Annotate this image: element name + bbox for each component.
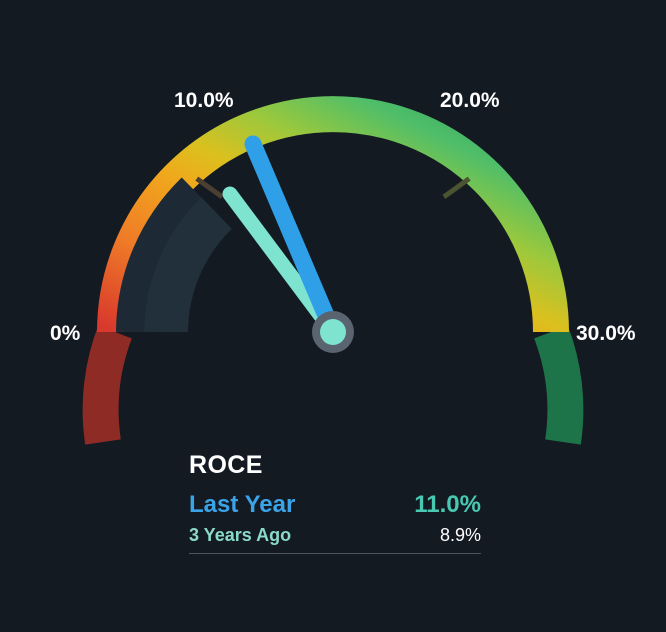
gauge-inner-band-outer: [144, 197, 233, 333]
gauge-arc-tail-left: [82, 325, 132, 445]
legend-value-last-year: 11.0%: [414, 491, 481, 518]
legend-label-three-years-ago: 3 Years Ago: [189, 525, 292, 545]
gauge-tick-label-0: 0%: [50, 322, 81, 345]
gauge-tick-20: [442, 176, 471, 199]
legend-label-last-year: Last Year: [189, 491, 296, 518]
gauge-tick-label-30: 30.0%: [576, 322, 636, 345]
legend-title: ROCE: [189, 451, 263, 479]
gauge-arc-tail-right: [534, 325, 584, 445]
gauge-inner-band-inner: [116, 177, 202, 333]
gauge-tick-label-20: 20.0%: [440, 89, 500, 112]
gauge-legend: ROCE Last Year 11.0% 3 Years Ago 8.9%: [189, 450, 481, 554]
legend-value-three-years-ago: 8.9%: [439, 525, 481, 545]
gauge-arc-main: [97, 96, 569, 333]
gauge-tick-label-10: 10.0%: [174, 89, 234, 112]
gauge-tick-10: [195, 176, 224, 199]
gauge-needle-primary: [244, 135, 342, 341]
legend-row-three-years-ago: 3 Years Ago 8.9%: [189, 523, 481, 554]
legend-row-last-year: Last Year 11.0%: [189, 490, 481, 523]
gauge-hub-inner: [320, 319, 346, 345]
